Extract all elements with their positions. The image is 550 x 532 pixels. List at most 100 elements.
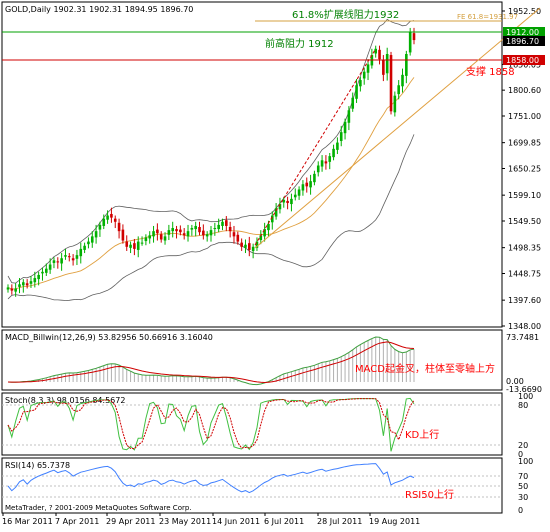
candle-body xyxy=(332,148,335,158)
candle-body xyxy=(171,228,174,232)
candle-body xyxy=(117,222,121,232)
macd-tick-zero: 0.00 xyxy=(506,377,524,386)
price-tick-label: 1751.00 xyxy=(508,112,541,121)
candle-body xyxy=(255,241,259,248)
candle-body xyxy=(159,234,163,240)
main-price-pane[interactable]: GOLD,Daily 1902.31 1902.31 1894.95 1896.… xyxy=(1,1,545,331)
candle-body xyxy=(213,228,217,230)
stoch-tick-20: 20 xyxy=(518,441,528,450)
resistance-badge xyxy=(503,27,545,37)
candle-body xyxy=(75,255,79,259)
candle-body xyxy=(52,260,56,263)
candle-body xyxy=(225,220,228,226)
candle-body xyxy=(397,85,400,95)
candle-body xyxy=(41,271,44,274)
macd-series xyxy=(7,336,415,386)
candle-body xyxy=(232,232,236,237)
candle-body xyxy=(29,281,33,284)
candle-body xyxy=(79,248,83,257)
candle-body xyxy=(121,229,125,241)
candle-body xyxy=(382,60,385,75)
price-tick-label: 1397.60 xyxy=(508,296,541,305)
candle-body xyxy=(37,274,40,280)
candle-body xyxy=(305,182,309,187)
rsi-tick-70: 70 xyxy=(518,472,528,481)
time-tick-label: 19 Aug 2011 xyxy=(369,517,420,526)
bollinger-lower xyxy=(7,134,415,301)
candle-body xyxy=(67,256,71,258)
candle-body xyxy=(297,189,301,196)
candle-body xyxy=(313,173,316,183)
candle-body xyxy=(175,229,178,232)
macd-main-line xyxy=(7,336,415,386)
candle-body xyxy=(359,80,362,87)
candle-body xyxy=(248,243,251,250)
candle-body xyxy=(202,230,205,236)
bollinger-upper xyxy=(7,18,415,284)
candle-body xyxy=(71,258,75,261)
stoch-tick-100: 100 xyxy=(518,392,533,401)
price-tick-label: 1800.60 xyxy=(508,86,541,95)
candle-body xyxy=(18,284,21,287)
candle-body xyxy=(408,32,412,53)
candle-body xyxy=(274,208,278,217)
candle-body xyxy=(343,121,347,134)
candle-body xyxy=(339,132,343,142)
candle-body xyxy=(56,261,60,263)
candle-body xyxy=(94,231,98,238)
price-tick-label: 1952.50 xyxy=(508,7,541,16)
candle-body xyxy=(251,246,255,251)
time-tick-label: 28 Jul 2011 xyxy=(317,517,362,526)
macd-annotation: MACD起金叉，柱体至零轴上方 xyxy=(355,362,495,375)
macd-tick-top: 73.7481 xyxy=(506,333,539,342)
current-price-badge xyxy=(503,36,545,46)
candle-body xyxy=(129,244,132,248)
candle-body xyxy=(205,234,209,237)
rsi-pane[interactable]: RSI(14) 65.7378 RSI50上行 100 70 50 30 0 xyxy=(1,457,533,515)
stoch-series xyxy=(7,397,415,452)
fib-dashed-line[interactable] xyxy=(254,49,376,246)
stoch-tick-80: 80 xyxy=(518,401,528,410)
time-tick-label: 6 Jul 2011 xyxy=(264,517,304,526)
candle-body xyxy=(98,224,102,230)
candle-body xyxy=(110,213,113,218)
candle-body xyxy=(186,231,190,237)
candle-body xyxy=(278,204,282,210)
candle-body xyxy=(336,142,339,150)
candlesticks xyxy=(6,27,416,297)
symbol-info: GOLD,Daily 1902.31 1902.31 1894.95 1896.… xyxy=(5,5,193,14)
resistance-badge-text: 1912.00 xyxy=(506,28,539,37)
candle-body xyxy=(209,230,213,236)
candle-body xyxy=(83,245,86,250)
rsi-tick-30: 30 xyxy=(518,493,528,502)
candle-body xyxy=(64,255,67,257)
candle-body xyxy=(259,235,263,241)
candle-body xyxy=(152,231,155,237)
candle-body xyxy=(282,199,286,203)
candle-body xyxy=(25,283,29,286)
support-annotation: 支撑 1858 xyxy=(466,65,515,78)
candle-body xyxy=(221,221,224,226)
candle-body xyxy=(125,241,129,247)
candle-body xyxy=(163,236,167,241)
candle-body xyxy=(320,160,324,167)
stoch-pane[interactable]: Stoch(8,3,3) 98.0156 84.5672 KD上行 100 80… xyxy=(1,392,533,459)
candle-body xyxy=(156,229,159,234)
fe-tag: FE 61.8=1931.97 xyxy=(457,13,518,21)
price-tick-label: 1699.85 xyxy=(508,139,541,148)
candle-body xyxy=(102,218,106,226)
candle-body xyxy=(293,194,297,198)
candle-body xyxy=(198,226,201,233)
time-tick-label: 29 Apr 2011 xyxy=(106,517,155,526)
rsi-tick-100: 100 xyxy=(518,457,533,466)
rsi-tick-0: 0 xyxy=(518,506,523,515)
macd-pane[interactable]: MACD_Billwin(12,26,9) 53.82956 50.66916 … xyxy=(1,329,542,394)
candle-body xyxy=(240,242,243,247)
price-tick-label: 1549.50 xyxy=(508,217,541,226)
candle-body xyxy=(270,215,274,223)
trend-line[interactable] xyxy=(254,7,541,249)
stoch-d-line xyxy=(7,398,415,450)
prev-high-annotation: 前高阻力 1912 xyxy=(265,37,334,50)
time-tick-label: 14 Jun 2011 xyxy=(212,517,260,526)
